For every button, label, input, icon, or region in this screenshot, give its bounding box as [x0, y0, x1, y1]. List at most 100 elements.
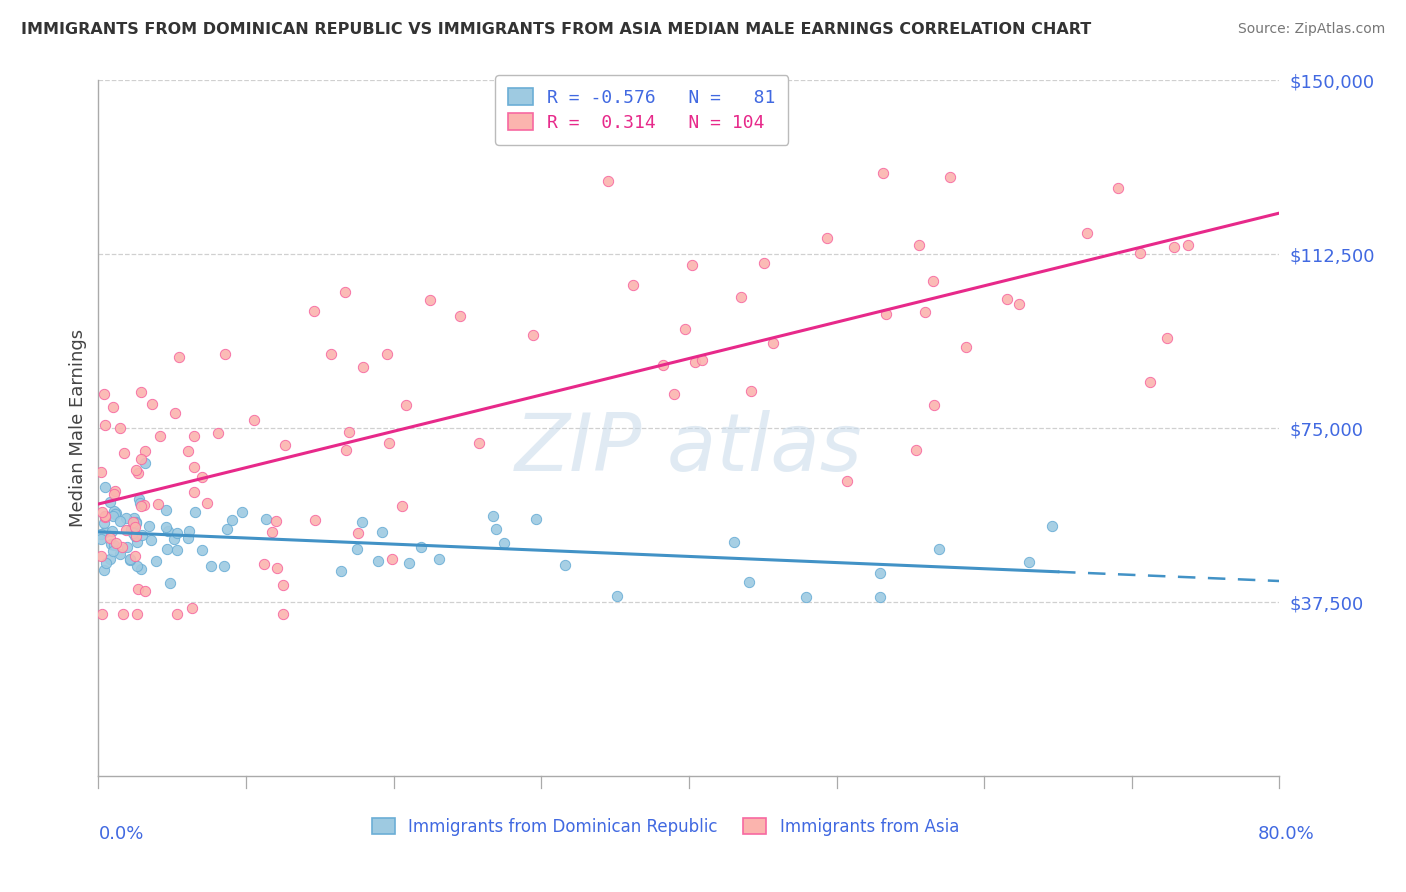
Point [262, 524, 284, 539]
Point [103, 504, 125, 518]
Point [104, 535, 127, 549]
Point [93, 563, 115, 577]
Point [815, 230, 838, 244]
Point [155, 503, 177, 517]
Point [122, 511, 145, 525]
Point [375, 347, 398, 361]
Point [110, 514, 132, 528]
Point [754, 255, 776, 269]
Point [166, 607, 188, 621]
Point [207, 426, 229, 441]
Point [125, 516, 148, 531]
Point [350, 515, 373, 529]
Point [156, 541, 179, 556]
Point [740, 384, 762, 398]
Point [681, 258, 703, 272]
Point [492, 536, 515, 550]
Point [352, 360, 374, 375]
Point [330, 564, 353, 578]
Point [875, 308, 897, 322]
Point [411, 540, 433, 554]
Point [191, 470, 214, 484]
Point [134, 584, 156, 599]
Point [120, 522, 142, 536]
Point [1129, 245, 1152, 260]
Point [183, 505, 205, 519]
Point [346, 541, 368, 556]
Point [110, 547, 132, 561]
Point [141, 397, 163, 411]
Point [1008, 297, 1031, 311]
Point [103, 538, 125, 552]
Point [921, 274, 943, 288]
Point [149, 429, 172, 443]
Point [398, 556, 420, 570]
Point [938, 169, 960, 184]
Text: Source: ZipAtlas.com: Source: ZipAtlas.com [1237, 22, 1385, 37]
Point [271, 578, 294, 592]
Point [215, 522, 238, 536]
Point [94, 480, 117, 494]
Point [869, 566, 891, 580]
Point [381, 552, 404, 566]
Point [134, 498, 156, 512]
Point [93, 387, 115, 401]
Point [127, 466, 149, 480]
Point [101, 401, 124, 415]
Text: 80.0%: 80.0% [1258, 825, 1315, 843]
Point [683, 355, 706, 369]
Point [121, 526, 143, 541]
Point [177, 524, 200, 539]
Point [554, 558, 576, 573]
Point [664, 387, 686, 401]
Point [98, 531, 121, 545]
Point [103, 507, 125, 521]
Point [177, 532, 200, 546]
Point [90, 549, 112, 563]
Point [762, 335, 785, 350]
Point [1139, 375, 1161, 389]
Point [112, 445, 135, 459]
Point [90, 465, 112, 479]
Point [869, 591, 891, 605]
Legend: Immigrants from Dominican Republic, Immigrants from Asia: Immigrants from Dominican Republic, Immi… [363, 810, 967, 844]
Point [482, 508, 505, 523]
Point [124, 518, 146, 533]
Point [122, 515, 145, 529]
Point [924, 398, 946, 412]
Point [1107, 180, 1129, 194]
Point [419, 293, 441, 307]
Point [621, 277, 644, 292]
Point [125, 529, 148, 543]
Point [737, 574, 759, 589]
Point [524, 512, 547, 526]
Point [231, 505, 253, 519]
Point [1177, 238, 1199, 252]
Point [335, 442, 357, 457]
Point [195, 496, 218, 510]
Point [1040, 518, 1063, 533]
Point [266, 514, 288, 528]
Point [138, 518, 160, 533]
Point [115, 540, 138, 554]
Point [156, 524, 179, 539]
Point [115, 510, 138, 524]
Point [129, 562, 152, 576]
Point [302, 303, 325, 318]
Point [183, 484, 205, 499]
Point [596, 174, 619, 188]
Point [131, 500, 153, 514]
Point [127, 582, 149, 596]
Point [166, 525, 188, 540]
Point [872, 166, 894, 180]
Point [159, 576, 181, 591]
Point [606, 589, 628, 603]
Point [127, 558, 149, 573]
Point [90, 527, 112, 541]
Point [271, 607, 294, 621]
Point [148, 497, 170, 511]
Point [252, 557, 274, 571]
Point [134, 457, 156, 471]
Point [904, 443, 927, 458]
Point [212, 558, 235, 573]
